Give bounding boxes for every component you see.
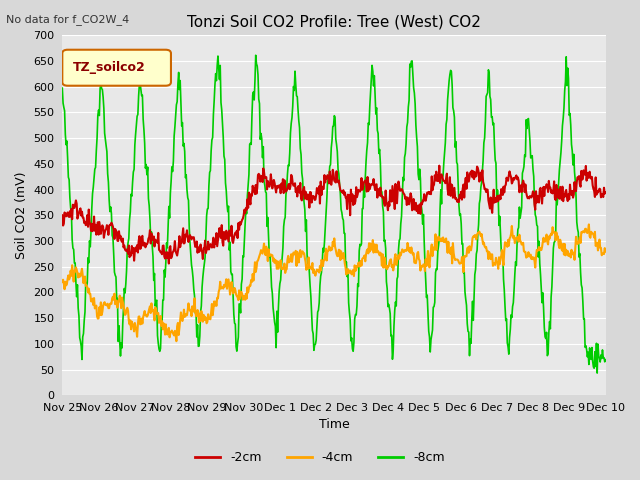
Text: No data for f_CO2W_4: No data for f_CO2W_4 — [6, 14, 130, 25]
FancyBboxPatch shape — [62, 50, 171, 86]
Legend: -2cm, -4cm, -8cm: -2cm, -4cm, -8cm — [190, 446, 450, 469]
X-axis label: Time: Time — [319, 419, 349, 432]
Title: Tonzi Soil CO2 Profile: Tree (West) CO2: Tonzi Soil CO2 Profile: Tree (West) CO2 — [187, 15, 481, 30]
Text: TZ_soilco2: TZ_soilco2 — [73, 61, 146, 74]
Y-axis label: Soil CO2 (mV): Soil CO2 (mV) — [15, 171, 28, 259]
